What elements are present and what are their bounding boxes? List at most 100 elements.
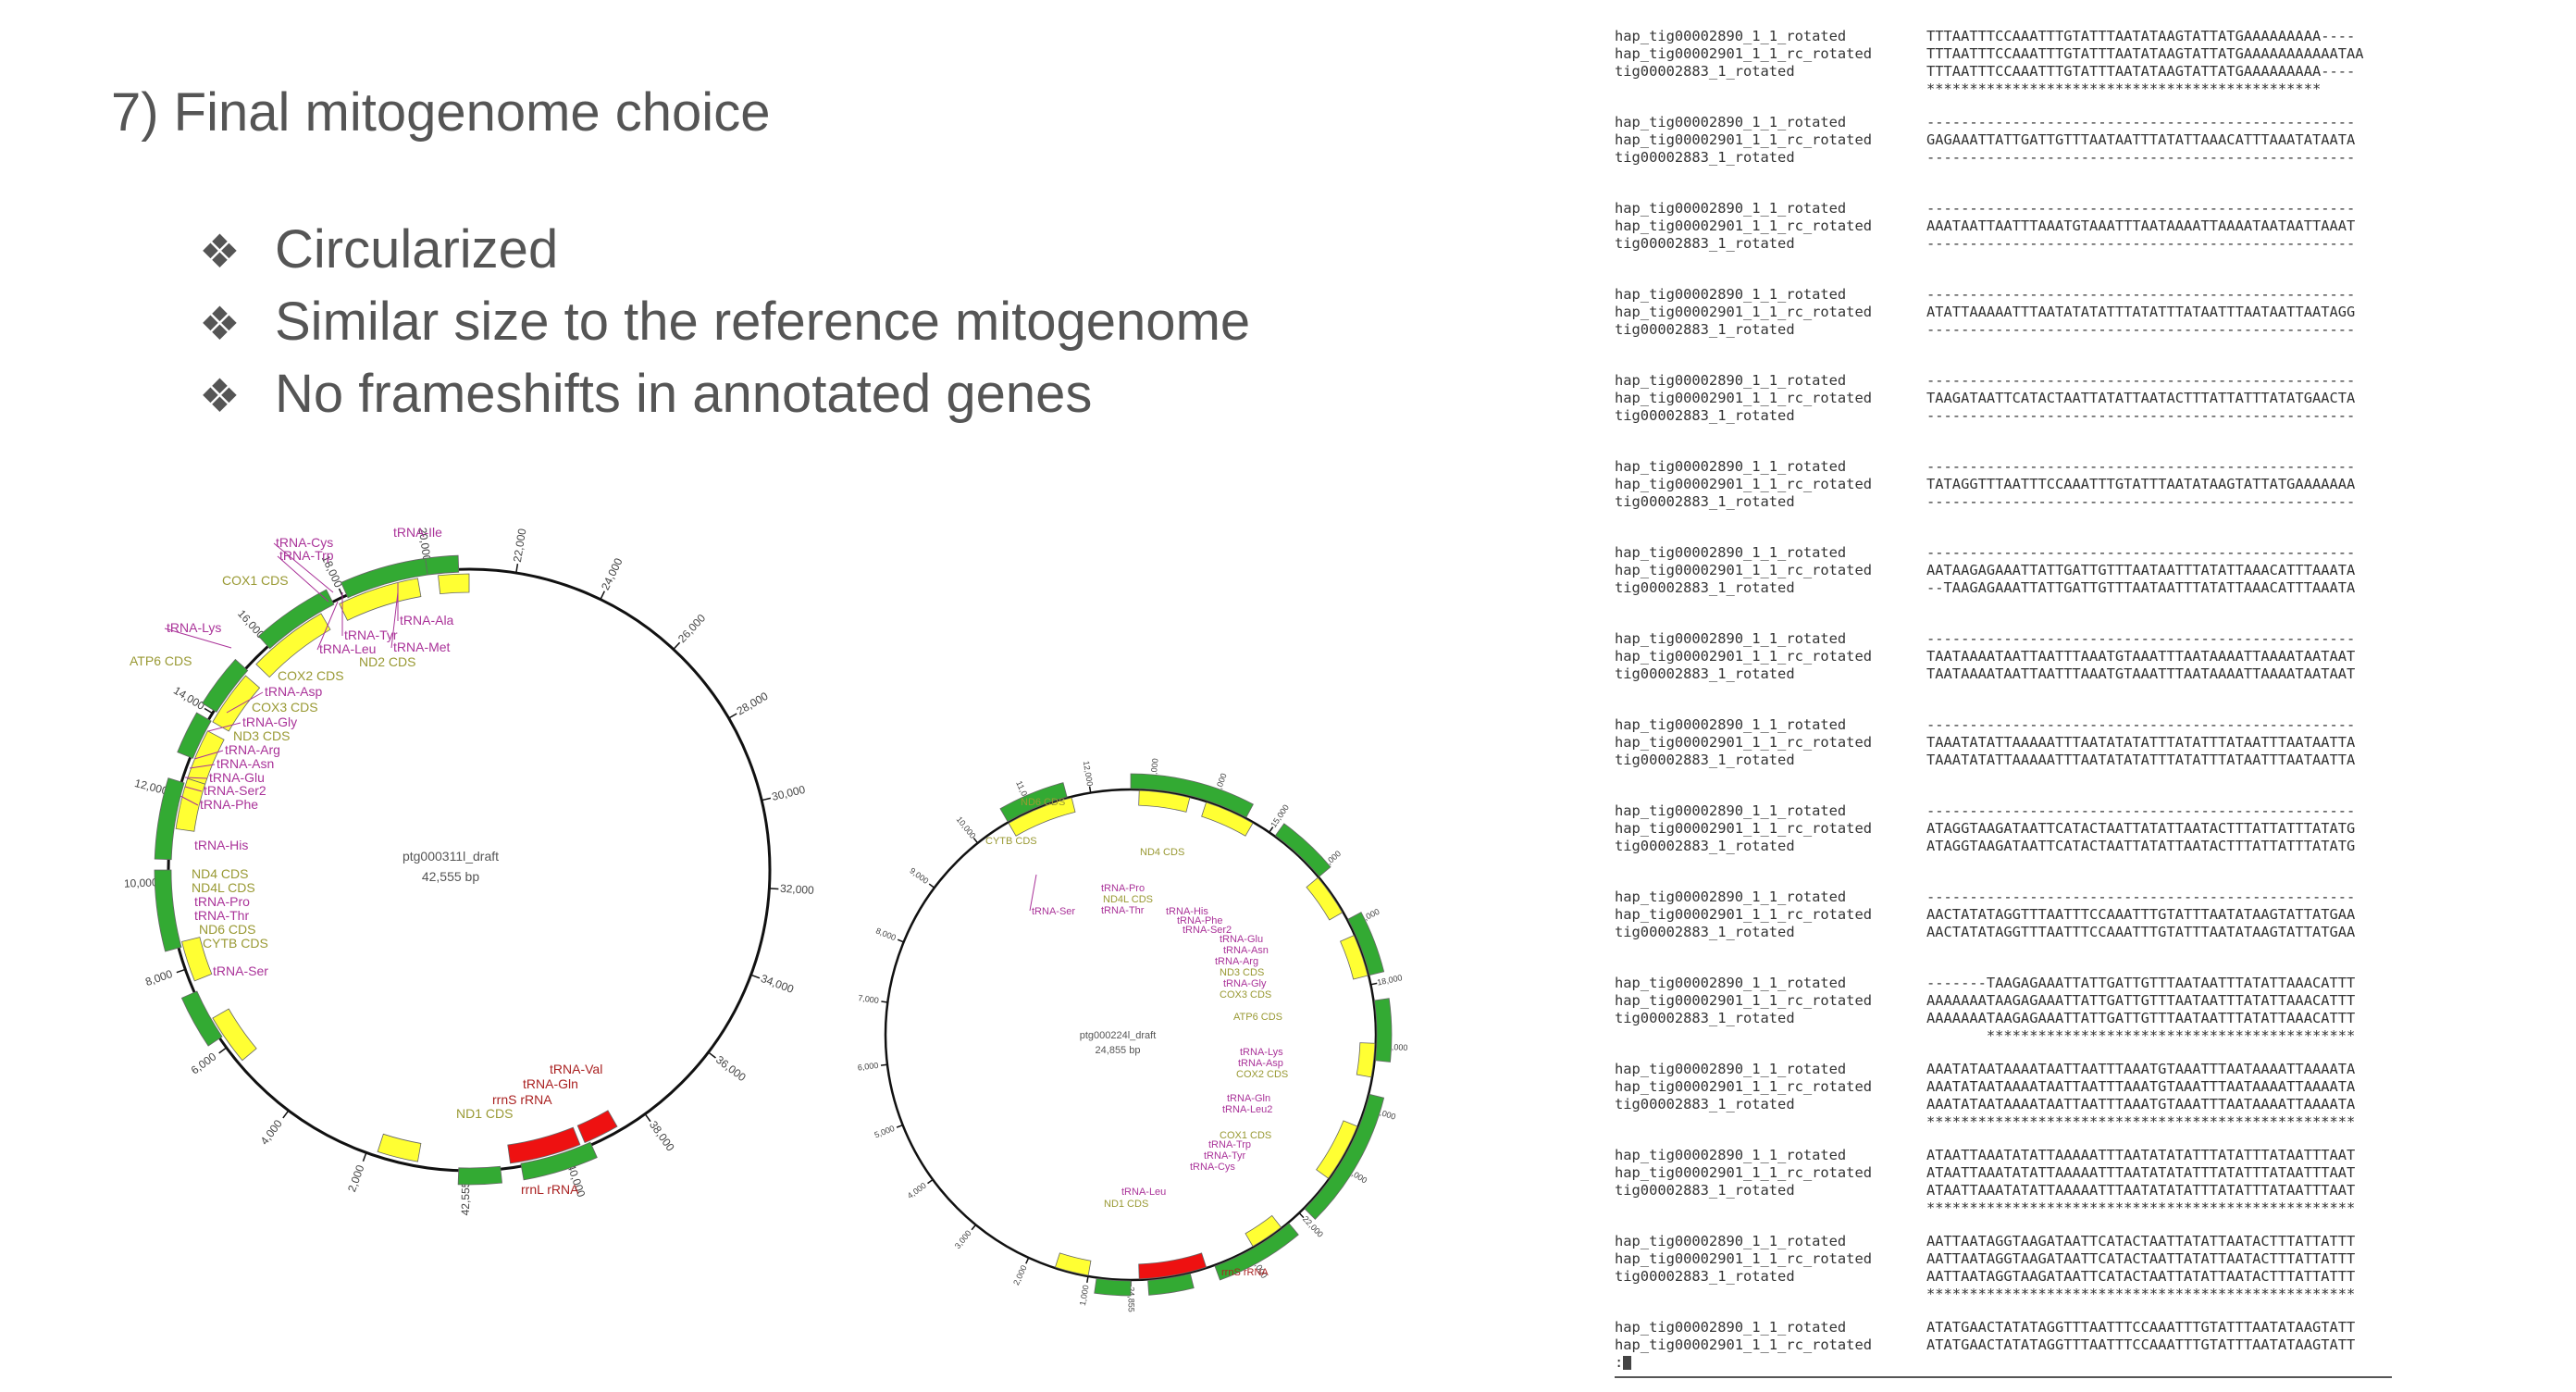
feature-label: tRNA-Leu <box>1121 1187 1166 1198</box>
sequence-segment: TTTAATTTCCAAATTTGTATTTAATATAAGTATTATGAAA… <box>1926 28 2356 44</box>
sequence-name: hap_tig00002890_1_1_rotated <box>1615 889 1847 905</box>
tick-label: 6,000 <box>189 1050 219 1076</box>
feature-label: tRNA-His <box>1166 906 1208 917</box>
feature-label: ND6 CDS <box>199 922 255 937</box>
alignment-row: tig00002883_1_rotated AAATATAATAAAATAATTA… <box>1615 1096 2410 1113</box>
sequence-name: hap_tig00002901_1_1_rc_rotated <box>1615 648 1872 665</box>
alignment-row: hap_tig00002901_1_1_rc_rotated ATATTAAAAA… <box>1615 304 2410 321</box>
sequence-name: tig00002883_1_rotated <box>1615 1096 1795 1112</box>
feature-label: CYTB CDS <box>985 836 1037 847</box>
tick-mark <box>673 641 681 651</box>
label-leader <box>226 691 264 714</box>
label-leader <box>1029 874 1037 912</box>
alignment-row: tig00002883_1_rotated -------------------… <box>1615 407 2410 425</box>
feature-label: tRNA-Phe <box>200 797 258 812</box>
sequence-segment: ATATGAACTATATAGGTTTAATTTCCAAATTTGTATTTAA… <box>1926 1336 2356 1353</box>
alignment-row: hap_tig00002890_1_1_rotated ATATGAACTATAT… <box>1615 1319 2410 1336</box>
cds-feature <box>255 613 331 678</box>
alignment-row: tig00002883_1_rotated -------------------… <box>1615 493 2410 511</box>
rrna-feature <box>1138 1252 1208 1280</box>
sequence-segment: AACTATATAGGTTTAATTTCCAAATTTGTATTTAATATAA… <box>1926 906 2356 923</box>
tick-mark <box>971 1224 977 1231</box>
feature-label: tRNA-Arg <box>1215 956 1258 967</box>
pager-prompt[interactable]: : <box>1615 1354 1632 1372</box>
tick-mark <box>1298 1212 1305 1219</box>
cds-feature <box>1138 789 1191 813</box>
alignment-row: hap_tig00002901_1_1_rc_rotated AAATAATTAA… <box>1615 218 2410 235</box>
gene-feature <box>177 712 212 759</box>
sequence-segment: AATTAATAGGTAAGATAATTCATACTAATTATATTAATAC… <box>1926 1250 2356 1267</box>
alignment-block: hap_tig00002890_1_1_rotated -------------… <box>1615 286 2410 339</box>
consensus-row: ****************************************… <box>1615 1027 2410 1045</box>
alignment-row: hap_tig00002901_1_1_rc_rotated TAATAAAATA… <box>1615 648 2410 665</box>
sequence-name: tig00002883_1_rotated <box>1615 321 1795 338</box>
feature-label: tRNA-Tyr <box>344 628 398 642</box>
sequence-segment: AAAAAAATAAGAGAAATTATTGATTGTTTAATAATTTATA… <box>1926 1010 2356 1026</box>
alignment-row: tig00002883_1_rotated ATAGGTAAGATAATTCATA… <box>1615 838 2410 855</box>
sequence-segment: ATAATTAAATATATTAAAAATTTAATATATATTTATATTT… <box>1926 1182 2356 1199</box>
feature-label: tRNA-Lys <box>167 620 221 635</box>
gene-feature <box>1214 1223 1299 1281</box>
alignment-block: hap_tig00002890_1_1_rotated ATAATTAAATATA… <box>1615 1147 2410 1217</box>
alignment-row: tig00002883_1_rotated -------------------… <box>1615 149 2410 167</box>
sequence-name: hap_tig00002901_1_1_rc_rotated <box>1615 734 1872 751</box>
alignment-row: hap_tig00002890_1_1_rotated -------------… <box>1615 630 2410 648</box>
alignment-row: hap_tig00002901_1_1_rc_rotated ATATGAACTA… <box>1615 1336 2410 1354</box>
alignment-row: hap_tig00002901_1_1_rc_rotated TTTAATTTCC… <box>1615 45 2410 63</box>
tick-mark <box>881 1000 888 1003</box>
sequence-segment: ----------------------------------------… <box>1926 458 2356 475</box>
alignment-row: tig00002883_1_rotated -------------------… <box>1615 321 2410 339</box>
tick-label: 15,000 <box>1269 802 1291 828</box>
alignment-row: hap_tig00002890_1_1_rotated -------------… <box>1615 802 2410 820</box>
alignment-row: hap_tig00002890_1_1_rotated -------------… <box>1615 286 2410 304</box>
tick-label: 24,000 <box>599 555 625 591</box>
feature-label: tRNA-His <box>194 838 248 852</box>
feature-label: ATP6 CDS <box>1233 1012 1282 1023</box>
sequence-segment: AAAAAAATAAGAGAAATTATTGATTGTTTAATAATTTATA… <box>1926 992 2356 1009</box>
alignment-row: tig00002883_1_rotated ATAATTAAATATATTAAAA… <box>1615 1182 2410 1199</box>
alignment-row: hap_tig00002901_1_1_rc_rotated AAAAAAATAA… <box>1615 992 2410 1010</box>
sequence-name: hap_tig00002890_1_1_rotated <box>1615 1233 1847 1249</box>
tick-mark <box>600 590 606 600</box>
sequence-segment: TTTAATTTCCAAATTTGTATTTAATATAAGTATTATGAAA… <box>1926 63 2356 80</box>
sequence-segment: AATTAATAGGTAAGATAATTCATACTAATTATATTAATAC… <box>1926 1268 2356 1285</box>
tick-label: 28,000 <box>735 690 771 718</box>
label-leader <box>277 555 329 603</box>
tick-mark <box>1025 1257 1030 1264</box>
sequence-name: hap_tig00002901_1_1_rc_rotated <box>1615 390 1872 406</box>
cds-feature <box>1306 876 1344 921</box>
sequence-name: hap_tig00002901_1_1_rc_rotated <box>1615 131 1872 148</box>
sequence-segment: ATAGGTAAGATAATTCATACTAATTATATTAATACTTTAT… <box>1926 838 2356 854</box>
sequence-name: hap_tig00002901_1_1_rc_rotated <box>1615 1250 1872 1267</box>
tick-label: 36,000 <box>713 1053 749 1085</box>
sequence-name: hap_tig00002890_1_1_rotated <box>1615 716 1847 733</box>
sequence-name: hap_tig00002901_1_1_rc_rotated <box>1615 218 1872 234</box>
tick-mark <box>728 713 737 719</box>
sequence-name: hap_tig00002890_1_1_rotated <box>1615 1147 1847 1163</box>
cds-feature <box>1340 935 1368 980</box>
feature-label: COX3 CDS <box>1220 989 1271 1000</box>
sequence-name: tig00002883_1_rotated <box>1615 1182 1795 1199</box>
alignment-row: hap_tig00002890_1_1_rotated -------------… <box>1615 889 2410 906</box>
alignment-block: hap_tig00002890_1_1_rotated -------------… <box>1615 458 2410 511</box>
alignment-block: hap_tig00002890_1_1_rotated -------------… <box>1615 372 2410 425</box>
tick-mark <box>750 974 761 979</box>
alignment-row: tig00002883_1_rotated TTTAATTTCCAAATTTGTA… <box>1615 63 2410 81</box>
sequence-segment: ----------------------------------------… <box>1926 716 2356 733</box>
map-name: ptg000311l_draft <box>402 849 499 864</box>
consensus-stars: ****************************************… <box>1926 1113 2356 1130</box>
bullet-text: No frameshifts in annotated genes <box>275 364 1093 424</box>
tick-label: 22,000 <box>1301 1214 1325 1239</box>
feature-label: tRNA-Ile <box>393 525 442 540</box>
sequence-segment: AAATAATTAATTTAAATGTAAATTTAATAAAATTAAAATA… <box>1926 218 2356 234</box>
sequence-name: hap_tig00002890_1_1_rotated <box>1615 28 1847 44</box>
sequence-segment: ATAATTAAATATATTAAAAATTTAATATATATTTATATTT… <box>1926 1164 2356 1181</box>
feature-label: tRNA-Gly <box>1223 978 1267 989</box>
tick-mark <box>708 1051 716 1059</box>
sequence-segment: GAGAAATTATTGATTGTTTAATAATTTATATTAAACATTT… <box>1926 131 2356 148</box>
feature-label: ND3 CDS <box>1220 967 1264 978</box>
feature-label: tRNA-Ser2 <box>1183 925 1232 936</box>
bullet-item: ❖ Similar size to the reference mitogenom… <box>199 287 1250 359</box>
alignment-block: hap_tig00002890_1_1_rotated -------TAAGAG… <box>1615 975 2410 1045</box>
alignment-row: hap_tig00002901_1_1_rc_rotated AATAAGAGAA… <box>1615 562 2410 579</box>
